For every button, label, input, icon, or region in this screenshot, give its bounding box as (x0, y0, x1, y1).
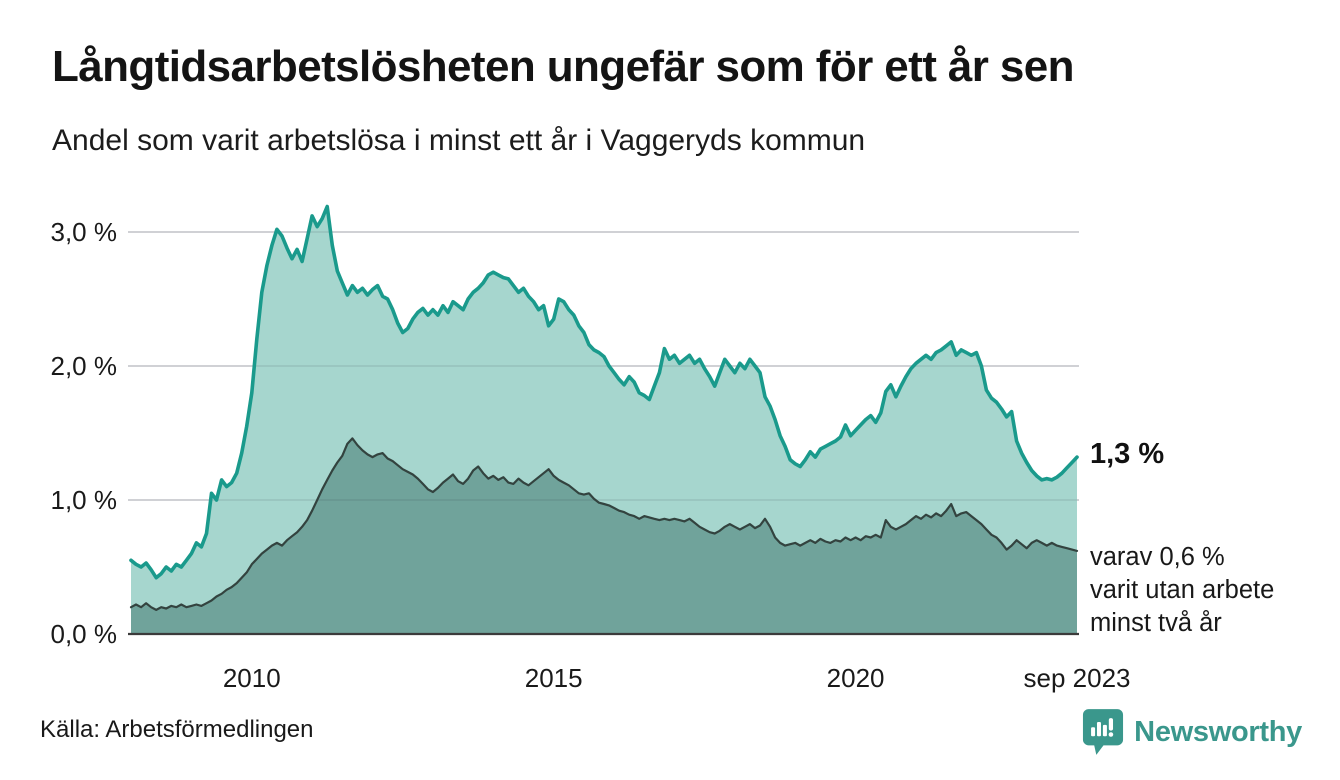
page-title: Långtidsarbetslösheten ungefär som för e… (52, 42, 1075, 91)
x-tick-label: sep 2023 (1023, 663, 1131, 693)
y-tick-label: 3,0 % (50, 217, 118, 247)
newsworthy-wordmark: Newsworthy (1134, 715, 1302, 748)
chart-subtitle: Andel som varit arbetslösa i minst ett å… (52, 124, 866, 157)
source-attribution: Källa: Arbetsförmedlingen (40, 716, 314, 743)
y-tick-label: 1,0 % (50, 485, 118, 515)
newsworthy-logo: Newsworthy (1082, 708, 1302, 756)
x-tick-label: 2015 (524, 663, 583, 693)
secondary-value-annotation: varav 0,6 % varit utan arbete minst två … (1090, 543, 1275, 638)
x-tick-label: 2010 (222, 663, 281, 693)
latest-value-annotation: 1,3 % (1090, 438, 1165, 470)
x-tick-label: 2020 (826, 663, 885, 693)
y-tick-label: 2,0 % (50, 351, 118, 381)
y-tick-label: 0,0 % (50, 619, 118, 649)
newsworthy-icon (1083, 709, 1124, 755)
